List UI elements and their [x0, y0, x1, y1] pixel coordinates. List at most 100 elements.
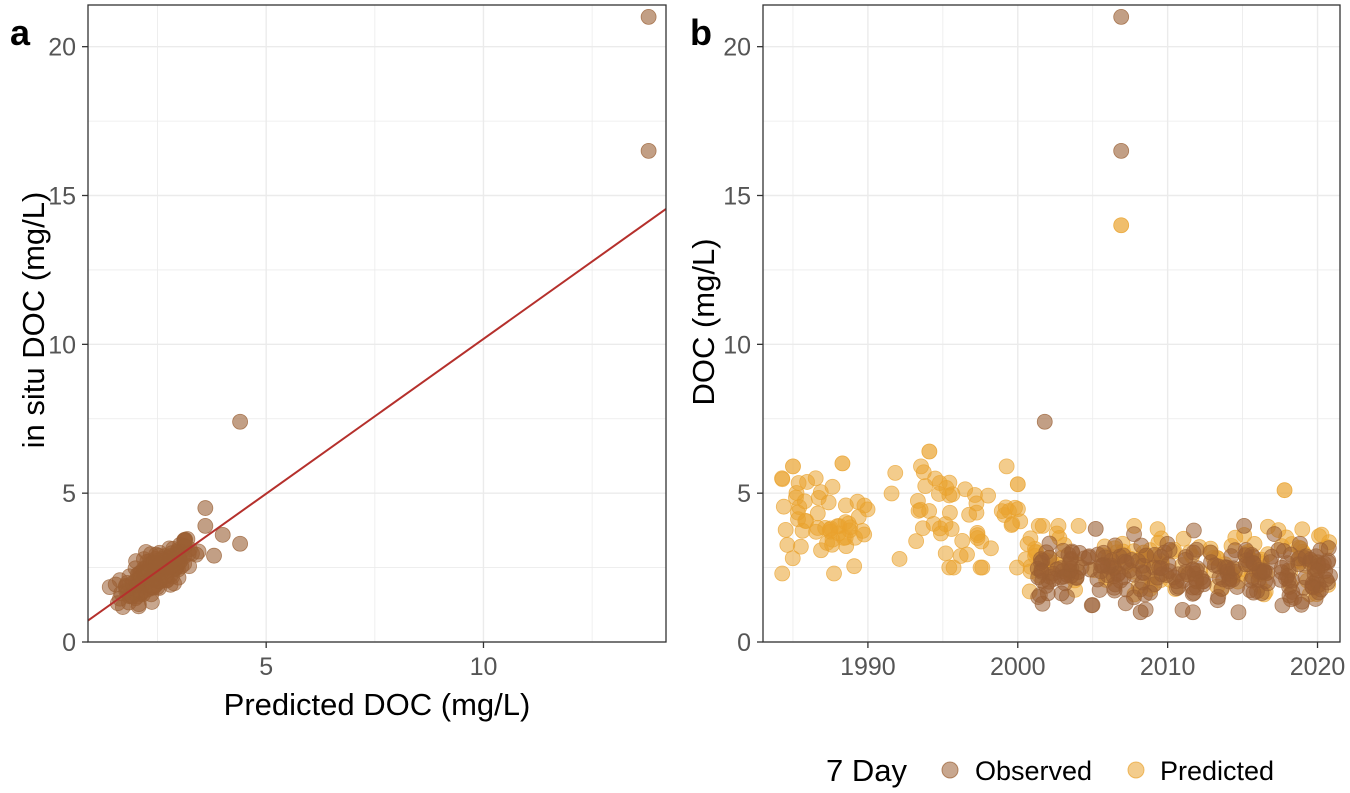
observed-point [1292, 535, 1308, 552]
legend-observed-swatch [941, 761, 959, 779]
scatter-point [640, 142, 657, 159]
predicted-point [822, 523, 839, 540]
predicted-point [914, 520, 931, 537]
fit-line [87, 208, 667, 622]
observed-point [1263, 548, 1280, 565]
scatter-point [176, 532, 193, 549]
predicted-point [974, 559, 991, 576]
scatter-point [232, 413, 249, 430]
predicted-point [1003, 517, 1020, 533]
predicted-point [856, 497, 873, 514]
predicted-point [937, 545, 954, 562]
predicted-point [837, 514, 854, 531]
predicted-point [998, 458, 1015, 475]
observed-point [1174, 601, 1191, 618]
panel-b-x-tick-label: 1990 [840, 653, 896, 681]
predicted-point [908, 533, 925, 550]
scatter-point [130, 598, 147, 615]
observed-point [1253, 585, 1270, 602]
observed-point [1126, 526, 1142, 543]
legend-title: 7 Day [826, 753, 907, 788]
observed-point [1038, 544, 1055, 561]
panel-b: 0 5 10 15 20 1990 2000 2010 2020 DOC (mg/L) [686, 4, 1345, 681]
predicted-point [826, 565, 842, 582]
panel-a-y-axis-title: in situ DOC (mg/L) [16, 192, 51, 449]
scatter-point [101, 579, 118, 596]
predicted-point [774, 471, 791, 488]
observed-point [1266, 526, 1283, 542]
predicted-point [957, 481, 974, 498]
observed-point [1256, 563, 1273, 580]
observed-point [1310, 557, 1327, 574]
panel-a: 0 5 10 15 20 5 10 Predicted DOC (mg/L) in situ… [16, 4, 667, 722]
observed-point [1230, 604, 1247, 621]
panel-b-y-tick-label: 5 [737, 480, 751, 508]
panel-a-y-tick-label: 15 [48, 183, 76, 211]
observed-point [1236, 518, 1252, 534]
panel-b-grid [763, 5, 1340, 643]
predicted-point [792, 538, 809, 555]
panel-b-observed-points [1029, 9, 1338, 621]
predicted-point [813, 542, 829, 559]
panel-b-x-tick-label: 2020 [1290, 653, 1346, 681]
predicted-point [883, 485, 900, 502]
observed-point [1272, 571, 1289, 588]
predicted-point [796, 493, 813, 510]
observed-point [1304, 579, 1321, 596]
panel-a-x-tick-label: 5 [259, 653, 273, 681]
panel-a-y-tick-label: 10 [48, 331, 76, 359]
panel-a-grid [88, 5, 666, 643]
panel-b-x-tick-label: 2000 [990, 653, 1046, 681]
observed-point [1112, 572, 1129, 589]
observed-point [1206, 557, 1223, 574]
legend-predicted-swatch [1127, 761, 1145, 779]
observed-point [1094, 557, 1111, 574]
predicted-point [1276, 482, 1293, 499]
observed-point [1312, 542, 1329, 559]
predicted-point [891, 551, 908, 567]
panel-a-x-tick-label: 10 [470, 653, 498, 681]
observed-point [1274, 597, 1291, 614]
predicted-point [784, 550, 801, 567]
predicted-point [1311, 528, 1327, 545]
panel-a-x-axis-title: Predicted DOC (mg/L) [224, 687, 531, 722]
observed-point [1213, 580, 1230, 597]
predicted-point [846, 558, 863, 575]
scatter-point [232, 535, 249, 552]
scatter-point [190, 543, 207, 560]
predicted-point [969, 525, 986, 541]
predicted-point [1009, 476, 1026, 493]
observed-point [1113, 9, 1130, 25]
predicted-point [1070, 518, 1087, 534]
observed-point [1138, 547, 1155, 564]
predicted-point [824, 478, 841, 495]
scatter-point [197, 518, 214, 534]
predicted-point [834, 455, 851, 472]
predicted-point [854, 522, 871, 539]
panel-b-border [762, 4, 1341, 643]
panel-a-y-tick-label: 5 [62, 480, 76, 508]
predicted-point [921, 443, 938, 460]
predicted-point [941, 559, 958, 576]
observed-point [1185, 522, 1202, 539]
panel-b-y-tick-label: 15 [723, 183, 751, 211]
observed-point [1126, 589, 1142, 606]
predicted-point [1113, 217, 1130, 234]
observed-point [1113, 142, 1130, 159]
panel-a-label: a [10, 12, 31, 53]
predicted-point [1294, 521, 1311, 538]
predicted-point [1022, 530, 1039, 547]
panel-a-points [101, 9, 657, 615]
observed-point [1030, 589, 1047, 605]
predicted-point [954, 532, 971, 549]
observed-point [1245, 555, 1262, 571]
observed-point [1153, 560, 1170, 577]
predicted-point [983, 540, 999, 557]
predicted-point [943, 521, 960, 537]
predicted-point [942, 504, 958, 521]
observed-point [1033, 563, 1050, 580]
scatter-point [640, 9, 657, 25]
panel-b-ticks: 0 5 10 15 20 1990 2000 2010 2020 [723, 34, 1345, 681]
observed-point [1053, 585, 1070, 602]
